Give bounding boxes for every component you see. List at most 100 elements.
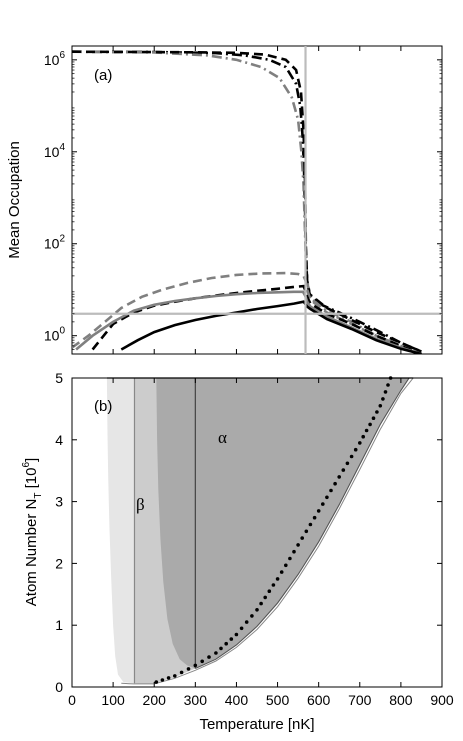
series-line-0 (72, 50, 422, 353)
y-label-main: Atom Number N (23, 499, 40, 607)
x-tick-label-0: 0 (68, 692, 76, 708)
panel-b-dotted-series (154, 376, 393, 684)
dotted-series-point (381, 397, 385, 401)
x-tick-label-500: 500 (266, 692, 290, 708)
y-tick-label-0: 0 (55, 679, 63, 695)
dotted-series-point (166, 676, 171, 680)
y-label-unit-close: ] (23, 458, 40, 462)
panel-a-label: (a) (94, 67, 112, 84)
alpha-annotation: α (218, 428, 227, 447)
panel-a-series (72, 50, 422, 354)
panel-b-frame (71, 377, 443, 688)
x-tick-label-400: 400 (225, 692, 249, 708)
dotted-series-point (160, 678, 165, 682)
dotted-series-point (368, 422, 372, 427)
y-tick-label-2: 104 (44, 142, 66, 160)
x-tick-label-900: 900 (430, 692, 454, 708)
dotted-series-point (333, 481, 337, 486)
dotted-series-point (312, 515, 317, 520)
panel-a-reference-lines (72, 46, 442, 354)
dotted-series-point (292, 549, 296, 554)
dotted-series-point (361, 434, 366, 439)
dotted-series-point (349, 454, 354, 459)
panel-a-y-axis-label: Mean Occupation (6, 141, 23, 259)
y-tick-exp: 6 (59, 50, 65, 61)
y-tick-label-1: 1 (55, 617, 63, 633)
dotted-series-point (154, 680, 159, 684)
dotted-series-point (353, 447, 358, 452)
x-tick-label-100: 100 (101, 692, 125, 708)
dotted-series-point (193, 663, 198, 668)
dotted-series-point (173, 674, 177, 678)
panel-b-regions (106, 378, 410, 684)
dotted-series-point (200, 659, 204, 664)
dotted-series-point (375, 410, 379, 414)
panel-b-x-ticks: 0 100 200 300 400 500 600 700 800 900 (68, 378, 454, 708)
panel-b-label: (b) (94, 398, 112, 415)
dotted-series-point (214, 651, 218, 655)
dotted-series-point (179, 670, 184, 675)
y-tick-label-5: 5 (55, 370, 63, 386)
dotted-series-point (304, 529, 309, 534)
y-tick-label-2: 2 (55, 555, 63, 571)
dotted-series-point (259, 601, 263, 606)
y-label-unit: [10 (23, 468, 40, 489)
x-tick-label-700: 700 (348, 692, 372, 708)
y-tick-base: 10 (44, 236, 60, 252)
dotted-series-point (300, 536, 305, 540)
dotted-series-point (207, 655, 211, 659)
y-tick-label-3: 106 (44, 50, 66, 68)
dotted-series-point (337, 475, 342, 479)
panel-b-y-ticks: 0 1 2 3 4 5 (55, 370, 442, 695)
y-tick-base: 10 (44, 328, 60, 344)
dotted-series-point (316, 509, 321, 513)
series-line-1 (72, 50, 422, 354)
dotted-series-point (263, 595, 268, 600)
dotted-series-point (224, 641, 228, 646)
dotted-series-point (325, 495, 329, 500)
dotted-series-point (378, 404, 383, 408)
dotted-series-point (239, 626, 244, 631)
y-tick-label-1: 102 (44, 234, 66, 252)
dotted-series-point (358, 441, 362, 445)
dotted-series-point (229, 637, 234, 641)
y-tick-base: 10 (44, 144, 60, 160)
y-tick-label-4: 4 (55, 432, 63, 448)
x-tick-label-600: 600 (307, 692, 331, 708)
y-tick-base: 10 (44, 52, 60, 68)
dotted-series-point (186, 667, 191, 671)
dotted-series-point (308, 522, 313, 527)
dotted-series-point (271, 583, 276, 587)
dotted-series-point (250, 614, 254, 618)
alpha-lower-edge (195, 377, 410, 670)
y-tick-exp: 0 (59, 326, 65, 337)
x-tick-label-300: 300 (184, 692, 208, 708)
dotted-series-point (267, 589, 272, 593)
x-tick-label-800: 800 (389, 692, 413, 708)
y-tick-label-0: 100 (44, 326, 66, 344)
region-alpha (195, 378, 410, 669)
panel-b-x-axis-label: Temperature [nK] (199, 716, 314, 733)
y-tick-exp: 2 (59, 234, 65, 245)
dotted-series-point (383, 390, 388, 394)
dotted-series-point (296, 543, 300, 547)
dotted-series-point (364, 428, 369, 433)
y-tick-exp: 4 (59, 142, 65, 153)
x-tick-label-200: 200 (143, 692, 167, 708)
dotted-series-point (288, 556, 292, 561)
dotted-series-point (255, 608, 259, 612)
dotted-series-point (279, 570, 284, 574)
dotted-series-point (244, 620, 249, 624)
dotted-series-point (345, 461, 350, 466)
panel-b-y-axis-label: Atom Number NT [106] (21, 458, 44, 606)
y-label-unit-exp: 6 (21, 462, 32, 468)
series-line-2 (72, 50, 422, 353)
dotted-series-point (386, 383, 390, 387)
series-line-6 (120, 300, 422, 354)
dotted-series-point (321, 502, 325, 506)
dotted-series-point (284, 563, 288, 568)
